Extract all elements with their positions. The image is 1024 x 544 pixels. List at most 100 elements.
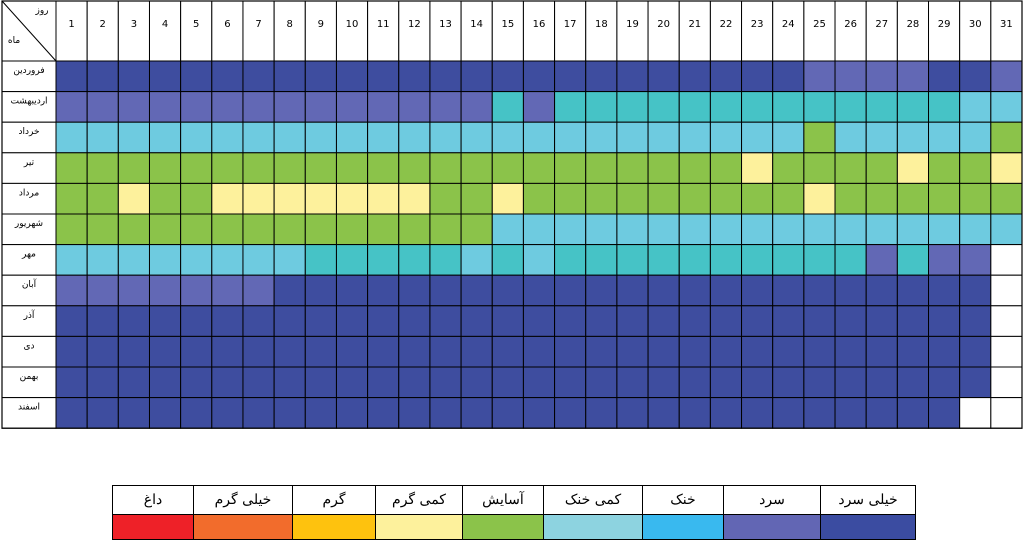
day-header-cell	[522, 0, 556, 62]
heatmap-cell	[367, 244, 400, 276]
heatmap-cell	[865, 244, 898, 276]
heatmap-cell	[709, 305, 743, 337]
day-header-cell	[585, 0, 618, 62]
heatmap-cell	[398, 213, 431, 246]
day-header-cell	[803, 0, 836, 62]
heatmap-cell	[273, 60, 306, 93]
heatmap-cell	[990, 274, 1023, 307]
day-tick-label: 6	[224, 19, 230, 30]
heatmap-cell	[242, 335, 275, 368]
heatmap-cell	[242, 182, 275, 215]
month-tick-label: تیر	[23, 158, 35, 168]
heatmap-cell	[460, 397, 493, 429]
heatmap-cell	[896, 335, 930, 368]
heatmap-cell	[55, 274, 88, 307]
heatmap-cell	[211, 213, 244, 246]
heatmap-cell	[180, 182, 213, 215]
heatmap-cell	[304, 152, 337, 184]
heatmap-cell	[491, 397, 524, 429]
heatmap-cell	[741, 213, 774, 246]
heatmap-cell	[148, 213, 182, 246]
day-tick-label: 12	[408, 19, 421, 30]
day-tick-label: 16	[533, 19, 546, 30]
heatmap-cell	[616, 335, 649, 368]
heatmap-cell	[211, 60, 244, 93]
heatmap-cell	[304, 274, 337, 307]
heatmap-cell	[803, 121, 836, 154]
heatmap-cell	[741, 121, 774, 154]
day-tick-label: 7	[255, 19, 261, 30]
heatmap-cell	[803, 335, 836, 368]
heatmap-cell	[273, 366, 306, 399]
heatmap-cell	[367, 366, 400, 399]
heatmap-cell	[585, 60, 618, 93]
day-tick-label: 31	[1000, 19, 1013, 30]
heatmap-cell	[616, 366, 649, 399]
heatmap-cell	[990, 152, 1023, 184]
heatmap-cell	[990, 182, 1023, 215]
month-tick-label: آبان	[22, 278, 37, 290]
heatmap-cell	[55, 121, 88, 154]
heatmap-cell	[834, 152, 867, 184]
heatmap-cell	[148, 397, 182, 429]
heatmap-cell	[647, 274, 680, 307]
heatmap-cell	[959, 182, 992, 215]
day-tick-label: 8	[287, 19, 293, 30]
heatmap-cell	[491, 274, 524, 307]
heatmap-cell	[896, 397, 930, 429]
heatmap-cell	[928, 182, 961, 215]
day-header-cell	[741, 0, 774, 62]
month-tick-label: آذر	[23, 309, 35, 321]
heatmap-cell	[959, 305, 992, 337]
heatmap-cell	[803, 91, 836, 123]
heatmap-cell	[304, 366, 337, 399]
heatmap-cell	[335, 213, 369, 246]
heatmap-cell	[460, 366, 493, 399]
heatmap-cell	[86, 182, 119, 215]
heatmap-cell	[304, 397, 337, 429]
heatmap-cell	[367, 182, 400, 215]
heatmap-cell	[304, 121, 337, 154]
heatmap-cell	[86, 213, 119, 246]
heatmap-cell	[148, 274, 182, 307]
heatmap-cell	[211, 366, 244, 399]
day-tick-label: 13	[439, 19, 452, 30]
day-header-cell	[148, 0, 182, 62]
heatmap-cell	[865, 91, 898, 123]
heatmap-cell	[335, 244, 369, 276]
heatmap-cell	[304, 305, 337, 337]
heatmap-cell	[990, 366, 1023, 399]
heatmap-cell	[335, 397, 369, 429]
heatmap-cell	[803, 366, 836, 399]
month-tick-label: خرداد	[18, 127, 39, 137]
day-header-cell	[834, 0, 867, 62]
month-tick-label: مرداد	[19, 188, 39, 198]
heatmap-cell	[585, 121, 618, 154]
heatmap-cell	[585, 244, 618, 276]
heatmap-cell	[928, 305, 961, 337]
month-label-cell	[1, 182, 57, 215]
heatmap-cell	[335, 182, 369, 215]
heatmap-cell	[429, 274, 462, 307]
heatmap-cell	[117, 213, 150, 246]
heatmap-cell	[86, 274, 119, 307]
heatmap-cell	[429, 366, 462, 399]
month-label-cell	[1, 335, 57, 368]
heatmap-cell	[55, 91, 88, 123]
grid-outer-border	[1, 0, 1023, 429]
heatmap-cell	[585, 182, 618, 215]
heatmap-cell	[86, 244, 119, 276]
heatmap-cell	[647, 213, 680, 246]
heatmap-cell	[772, 397, 805, 429]
heatmap-cell	[709, 335, 743, 368]
heatmap-cell	[834, 366, 867, 399]
day-tick-label: 11	[377, 19, 390, 30]
heatmap-cell	[180, 397, 213, 429]
heatmap-cell	[678, 366, 711, 399]
month-label-cell	[1, 305, 57, 337]
legend: داغ خیلی گرم گرم کمی گرم آسایش کمی خنک خنک سرد خ…	[112, 485, 916, 540]
heatmap-cell	[367, 274, 400, 307]
heatmap-cell	[522, 274, 556, 307]
heatmap-cell	[647, 152, 680, 184]
heatmap-cell	[148, 152, 182, 184]
